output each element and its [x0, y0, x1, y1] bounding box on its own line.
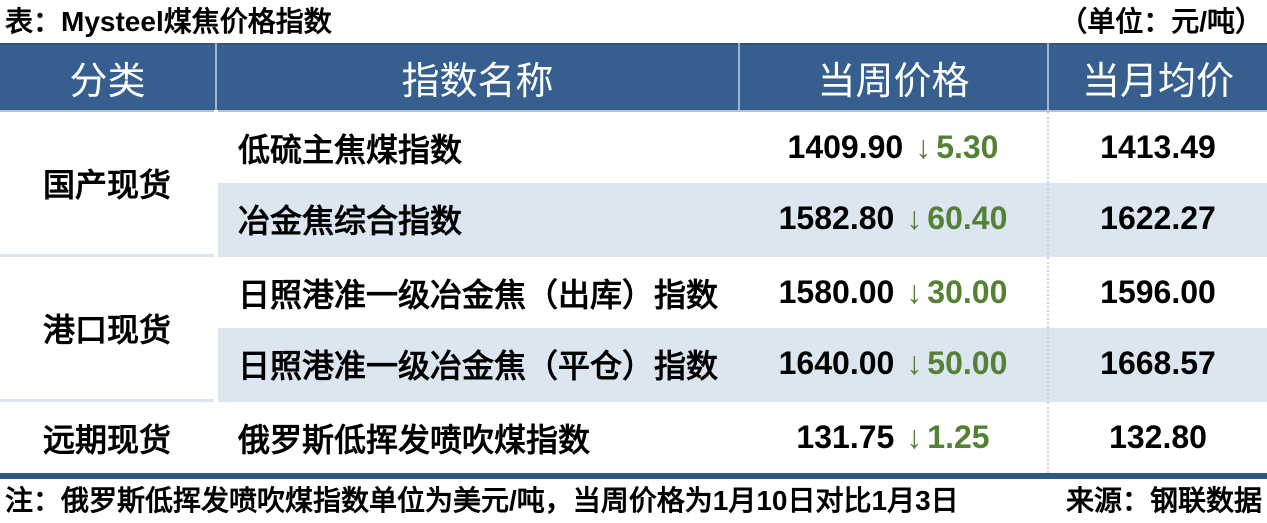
month-avg-cell: 1596.00 — [1047, 254, 1267, 328]
index-name-cell: 低硫主焦煤指数 — [216, 111, 739, 183]
month-avg-cell: 1668.57 — [1047, 328, 1267, 401]
category-cell: 国产现货 — [0, 111, 218, 256]
col-header-index-name: 指数名称 — [215, 44, 739, 112]
change-badge: ↓ 5.30 — [915, 129, 998, 165]
note-text: 注：俄罗斯低挥发喷吹煤指数单位为美元/吨，当周价格为1月10日对比1月3日 — [5, 485, 959, 516]
category-cell: 港口现货 — [0, 254, 218, 401]
month-avg-cell: 1622.27 — [1047, 183, 1267, 256]
col-header-month-avg: 当月均价 — [1047, 44, 1267, 112]
change-value: 5.30 — [936, 129, 999, 165]
month-avg-cell: 1413.49 — [1047, 111, 1267, 183]
change-value: 60.40 — [927, 200, 1008, 236]
change-value: 50.00 — [927, 345, 1008, 381]
week-price-cell: 1640.00 ↓ 50.00 — [739, 328, 1048, 401]
table-header: 分类 指数名称 当周价格 当月均价 — [0, 44, 1267, 112]
week-price-cell: 1580.00 ↓ 30.00 — [739, 254, 1048, 328]
group-domestic-spot: 国产现货 低硫主焦煤指数 1409.90 ↓ 5.30 1413.49 冶金焦综合指… — [0, 111, 1267, 256]
group-port-spot: 港口现货 日照港准一级冶金焦（出库）指数 1580.00 ↓ 30.00 1596.… — [0, 254, 1267, 401]
change-badge: ↓ 30.00 — [906, 274, 1007, 310]
price-value: 1640.00 — [778, 345, 895, 381]
table-row: 远期现货 俄罗斯低挥发喷吹煤指数 131.75 ↓ 1.25 132.80 — [0, 399, 1267, 476]
down-arrow-icon: ↓ — [906, 274, 923, 310]
price-value: 1582.80 — [778, 200, 895, 236]
down-arrow-icon: ↓ — [906, 345, 923, 381]
price-value: 1409.90 — [787, 129, 904, 165]
col-header-category: 分类 — [0, 44, 216, 112]
week-price-cell: 1409.90 ↓ 5.30 — [739, 111, 1048, 183]
change-value: 1.25 — [927, 419, 990, 455]
down-arrow-icon: ↓ — [915, 129, 932, 165]
page-title: 表：Mysteel煤焦价格指数 — [5, 5, 332, 37]
change-value: 30.00 — [927, 274, 1008, 310]
unit-label: （单位：元/吨） — [1059, 5, 1263, 37]
category-cell: 远期现货 — [0, 399, 218, 476]
index-name-cell: 俄罗斯低挥发喷吹煤指数 — [216, 399, 739, 476]
price-value: 1580.00 — [778, 274, 895, 310]
week-price-cell: 131.75 ↓ 1.25 — [739, 399, 1048, 476]
table-row: 港口现货 日照港准一级冶金焦（出库）指数 1580.00 ↓ 30.00 1596.… — [0, 254, 1267, 401]
change-badge: ↓ 1.25 — [906, 419, 989, 455]
down-arrow-icon: ↓ — [906, 200, 923, 236]
caption-bar: 表：Mysteel煤焦价格指数 （单位：元/吨） — [0, 0, 1267, 43]
index-name-cell: 日照港准一级冶金焦（平仓）指数 — [216, 328, 739, 401]
index-name-cell: 日照港准一级冶金焦（出库）指数 — [216, 254, 739, 328]
table-row: 日照港准一级冶金焦（平仓）指数 1640.00 ↓ 50.00 1668.57 — [0, 328, 1267, 401]
col-header-week-price: 当周价格 — [738, 44, 1048, 112]
table-row: 冶金焦综合指数 1582.80 ↓ 60.40 1622.27 — [0, 183, 1267, 256]
price-value: 131.75 — [796, 419, 895, 455]
price-table: 分类 指数名称 当周价格 当月均价 国产现货 低硫主焦煤指数 1409.90 ↓ 5… — [0, 43, 1267, 479]
week-price-cell: 1582.80 ↓ 60.40 — [739, 183, 1048, 256]
footer-bar: 注：俄罗斯低挥发喷吹煤指数单位为美元/吨，当周价格为1月10日对比1月3日 来源… — [0, 479, 1267, 523]
table-row: 国产现货 低硫主焦煤指数 1409.90 ↓ 5.30 1413.49 — [0, 111, 1267, 256]
source-text: 来源：钢联数据 — [1065, 485, 1262, 516]
change-badge: ↓ 50.00 — [906, 345, 1007, 381]
index-name-cell: 冶金焦综合指数 — [216, 183, 739, 256]
month-avg-cell: 132.80 — [1047, 399, 1267, 476]
group-forward-spot: 远期现货 俄罗斯低挥发喷吹煤指数 131.75 ↓ 1.25 132.80 — [0, 399, 1267, 476]
change-badge: ↓ 60.40 — [906, 200, 1007, 236]
down-arrow-icon: ↓ — [906, 419, 923, 455]
